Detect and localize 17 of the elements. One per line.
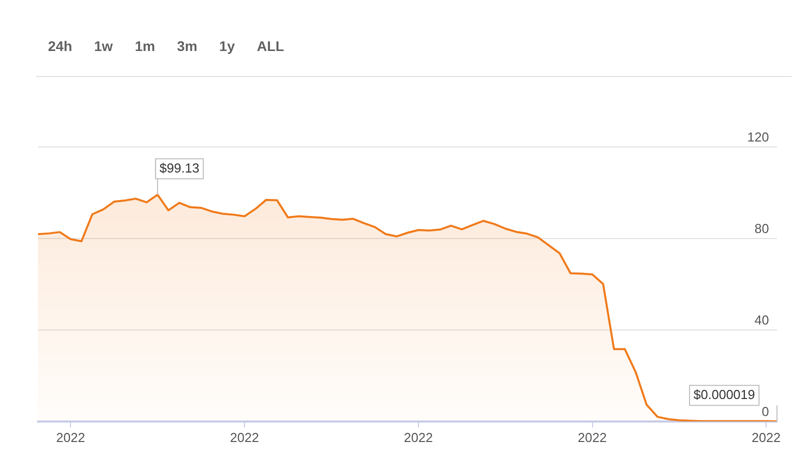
text: 1m — [134, 38, 156, 54]
x-tick-label: 2022 — [404, 430, 433, 445]
text: 1y — [219, 38, 235, 54]
x-tick-label: 2022 — [752, 430, 781, 445]
annotation: $99.13 — [160, 160, 200, 176]
text: 3m — [177, 38, 198, 54]
text: 24h — [48, 38, 72, 54]
y-tick-label: 0 — [762, 404, 769, 419]
annotation: $0.000019 — [694, 386, 755, 402]
text: 1w — [94, 38, 113, 54]
y-tick-label: 40 — [754, 312, 769, 328]
x-tick-label: 2022 — [230, 430, 259, 445]
x-tick-label: 2022 — [56, 430, 86, 445]
x-tick-label: 2022 — [578, 430, 607, 445]
y-tick-label: 120 — [747, 130, 769, 145]
text: ALL — [256, 38, 284, 54]
y-tick-label: 80 — [754, 221, 769, 236]
